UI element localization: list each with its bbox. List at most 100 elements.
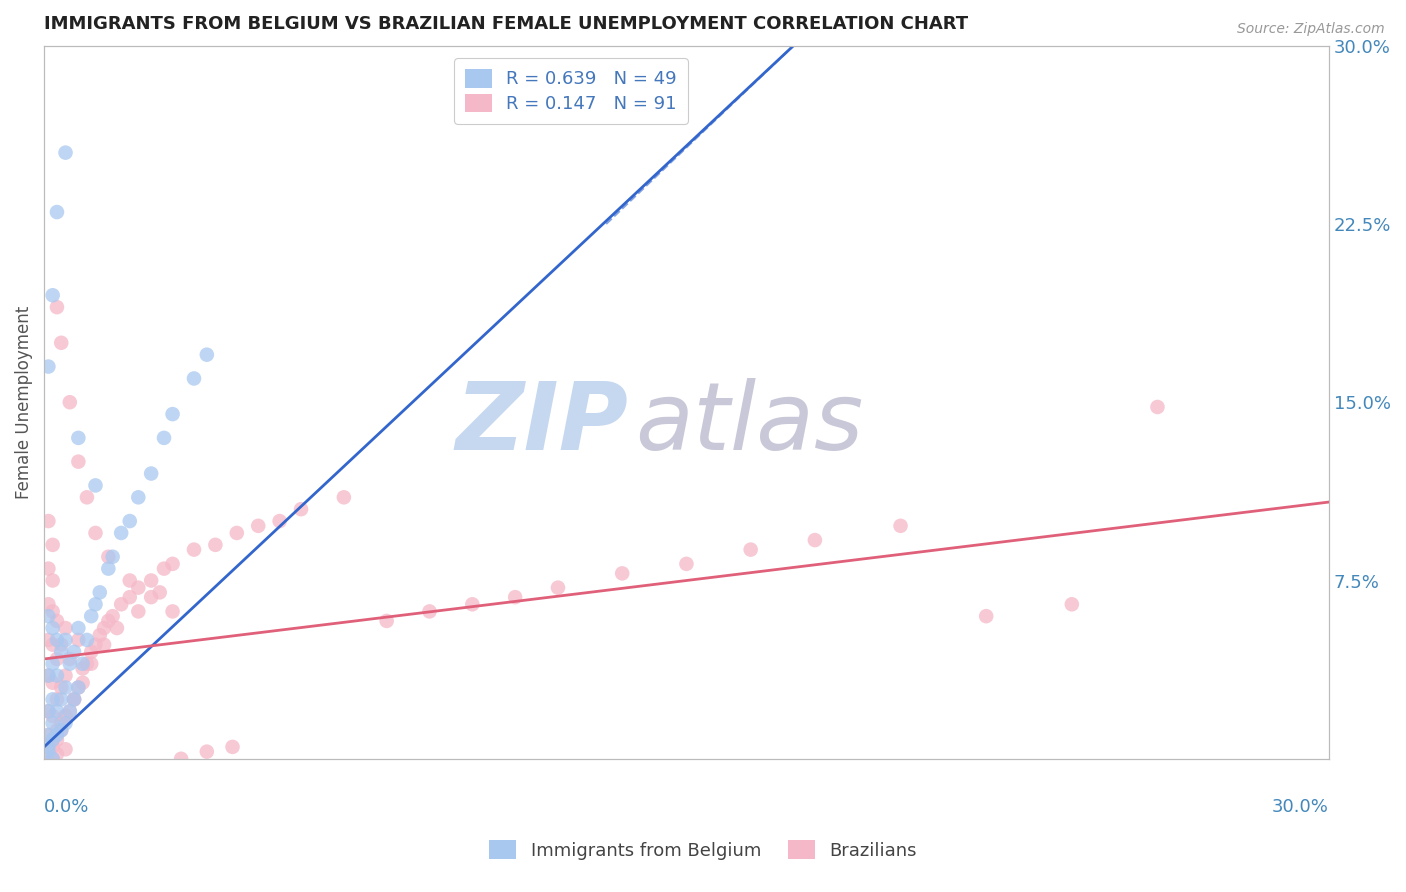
Point [375, 614, 398, 628]
Point [46, 747, 69, 761]
Point [59, 657, 82, 671]
Point [46, 692, 69, 706]
Point [97, 549, 120, 564]
Point [51, 638, 73, 652]
Point [162, 604, 184, 618]
Point [110, 525, 132, 540]
Point [41, 739, 63, 754]
Point [55, 742, 77, 756]
Point [51, 692, 73, 706]
Point [675, 557, 697, 571]
Text: IMMIGRANTS FROM BELGIUM VS BRAZILIAN FEMALE UNEMPLOYMENT CORRELATION CHART: IMMIGRANTS FROM BELGIUM VS BRAZILIAN FEM… [44, 15, 969, 33]
Point [59, 704, 82, 718]
Point [41, 709, 63, 723]
Point [127, 604, 149, 618]
Point [37, 668, 59, 682]
Point [51, 723, 73, 738]
Point [141, 574, 163, 588]
Point [974, 609, 997, 624]
Point [67, 632, 90, 647]
Point [333, 491, 356, 505]
Point [1146, 400, 1168, 414]
Point [59, 652, 82, 666]
Point [204, 538, 226, 552]
Point [269, 514, 291, 528]
Point [72, 657, 94, 671]
Point [63, 692, 86, 706]
Point [63, 645, 86, 659]
Point [89, 585, 111, 599]
Point [59, 704, 82, 718]
Point [46, 614, 69, 628]
Point [547, 581, 569, 595]
Point [37, 704, 59, 718]
Point [41, 657, 63, 671]
Point [183, 371, 205, 385]
Point [127, 491, 149, 505]
Point [41, 675, 63, 690]
Point [37, 752, 59, 766]
Point [46, 732, 69, 747]
Point [37, 561, 59, 575]
Point [41, 538, 63, 552]
Point [149, 585, 172, 599]
Point [118, 590, 141, 604]
Point [41, 604, 63, 618]
Point [93, 638, 115, 652]
Point [37, 514, 59, 528]
Point [37, 359, 59, 374]
Point [221, 739, 243, 754]
Point [55, 681, 77, 695]
Point [46, 205, 69, 219]
Point [67, 455, 90, 469]
Point [51, 681, 73, 695]
Point [118, 514, 141, 528]
Point [141, 590, 163, 604]
Point [84, 478, 107, 492]
Point [46, 668, 69, 682]
Point [76, 491, 98, 505]
Point [503, 590, 526, 604]
Point [162, 407, 184, 421]
Point [37, 728, 59, 742]
Point [72, 661, 94, 675]
Point [63, 692, 86, 706]
Point [153, 431, 176, 445]
Point [37, 632, 59, 647]
Point [37, 597, 59, 611]
Point [195, 348, 218, 362]
Point [41, 638, 63, 652]
Point [67, 681, 90, 695]
Point [37, 745, 59, 759]
Point [890, 518, 912, 533]
Point [46, 704, 69, 718]
Text: 0.0%: 0.0% [44, 798, 90, 816]
Point [37, 668, 59, 682]
Text: atlas: atlas [636, 378, 863, 469]
Point [418, 604, 440, 618]
Point [46, 728, 69, 742]
Point [41, 621, 63, 635]
Point [37, 704, 59, 718]
Point [37, 739, 59, 754]
Point [37, 609, 59, 624]
Point [41, 752, 63, 766]
Point [89, 628, 111, 642]
Point [225, 525, 247, 540]
Point [67, 681, 90, 695]
Y-axis label: Female Unemployment: Female Unemployment [15, 306, 32, 499]
Point [76, 632, 98, 647]
Point [41, 716, 63, 731]
Point [84, 525, 107, 540]
Point [804, 533, 827, 547]
Point [67, 621, 90, 635]
Point [41, 752, 63, 766]
Text: ZIP: ZIP [456, 377, 628, 469]
Point [55, 716, 77, 731]
Point [153, 561, 176, 575]
Point [51, 716, 73, 731]
Point [80, 657, 103, 671]
Point [740, 542, 762, 557]
Point [1060, 597, 1083, 611]
Point [170, 752, 193, 766]
